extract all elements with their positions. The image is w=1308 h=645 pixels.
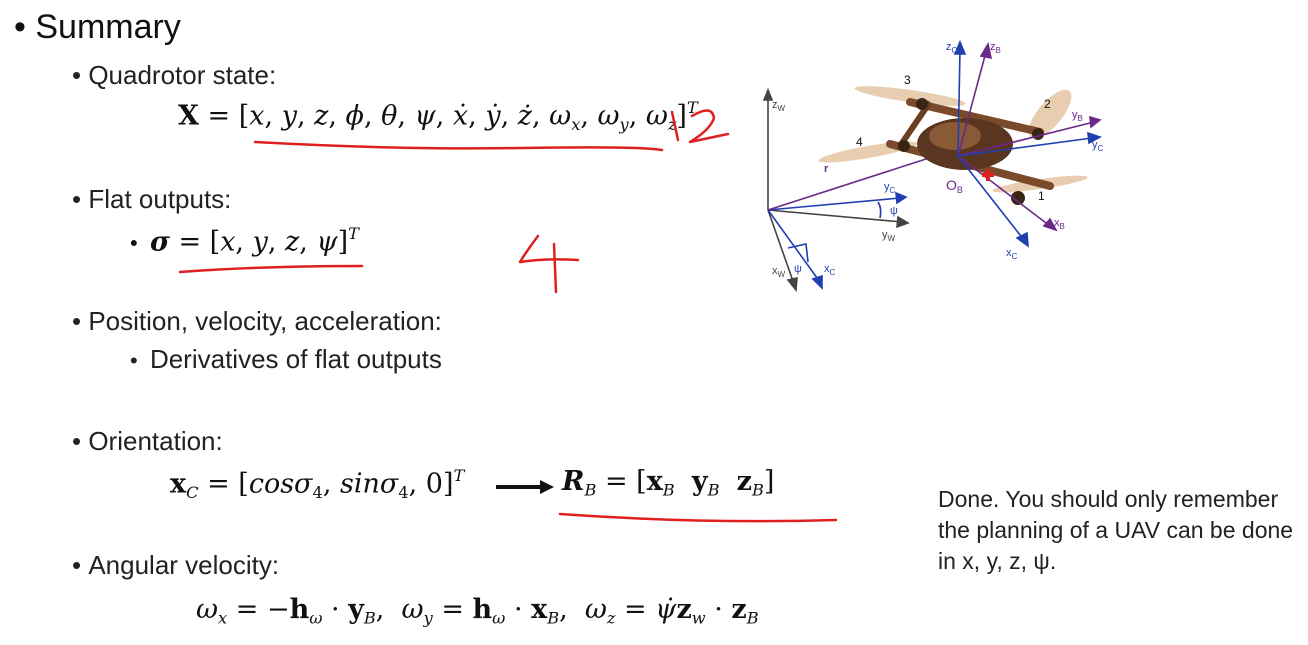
summary-note: Done. You should only remember the plann… [938, 486, 1294, 574]
c-frame-body [953, 39, 1102, 248]
bullet-dot: • [72, 550, 89, 580]
label-zw: zW [772, 99, 786, 113]
state-heading: Quadrotor state: [88, 60, 277, 90]
label-rotor-1: 1 [1038, 189, 1045, 203]
flat-heading: Flat outputs: [88, 184, 232, 214]
label-zc: zC [946, 41, 958, 55]
world-frame [762, 87, 910, 293]
diagram-labels: zW zC zB yB yC yC yW xB xC xC xW OB r ψ … [772, 41, 1104, 279]
bullet-dot: • [72, 426, 89, 456]
angular-equation: ωx = −hω · yB, ωy = hω · xB, ωz = ψ̇zw ·… [196, 594, 759, 628]
state-equation: X = [x, y, z, ϕ, θ, ψ, ẋ, ẏ, ż, ωx, ωy, … [178, 98, 698, 134]
label-r: r [824, 163, 829, 175]
label-zb: zB [990, 41, 1001, 55]
label-yw: yW [882, 229, 896, 243]
label-yc-world: yC [884, 181, 896, 195]
label-xb: xB [1054, 217, 1065, 231]
flat-heading-row: • Flat outputs: [72, 184, 231, 215]
center-marker [982, 169, 994, 181]
underline-flat [178, 264, 364, 274]
label-rotor-3: 3 [904, 73, 911, 87]
title-row: • Summary [14, 8, 181, 47]
bullet-dot: • [14, 8, 36, 46]
implies-arrow [496, 480, 554, 494]
label-yc: yC [1092, 139, 1104, 153]
label-rotor-4: 4 [856, 135, 863, 149]
slide-title: Summary [35, 8, 181, 46]
label-psi-world: ψ [794, 263, 802, 275]
underline-state [253, 140, 664, 152]
orientation-heading-row: • Orientation: [72, 426, 223, 457]
b-frame [957, 41, 1102, 232]
drone-body [818, 86, 1088, 205]
angular-heading: Angular velocity: [88, 550, 280, 580]
handwritten-12 [670, 109, 730, 144]
label-rotor-2: 2 [1044, 97, 1051, 111]
label-xc: xC [1006, 247, 1018, 261]
bullet-dot: • [72, 306, 89, 336]
pva-subitem-row: • Derivatives of flat outputs [130, 344, 442, 375]
label-yb: yB [1072, 109, 1083, 123]
quadrotor-diagram: zW zC zB yB yC yC yW xB xC xC xW OB r ψ … [762, 39, 1104, 293]
handwritten-4 [518, 234, 580, 294]
angular-heading-row: • Angular velocity: [72, 550, 279, 581]
orientation-heading: Orientation: [88, 426, 223, 456]
orientation-equation-right: RB = [xB yB zB] [562, 466, 775, 500]
orientation-equation-left: xC = [cosσ4, sinσ4, 0]T [170, 466, 465, 502]
flat-equation: • σ = [x, y, z, ψ]T [130, 224, 359, 258]
bullet-dot: • [72, 60, 89, 90]
label-xc-world: xC [824, 263, 836, 277]
pva-heading-row: • Position, velocity, acceleration: [72, 306, 442, 337]
c-frame [767, 191, 908, 290]
pva-heading: Position, velocity, acceleration: [88, 306, 442, 336]
pva-subitem: Derivatives of flat outputs [149, 344, 442, 374]
underline-orientation [558, 512, 838, 523]
bullet-dot: • [72, 184, 89, 214]
label-psi: ψ [890, 205, 898, 217]
label-xw: xW [772, 265, 786, 279]
state-heading-row: • Quadrotor state: [72, 60, 276, 91]
label-ob: OB [946, 177, 963, 195]
bullet-dot: • [130, 348, 150, 373]
